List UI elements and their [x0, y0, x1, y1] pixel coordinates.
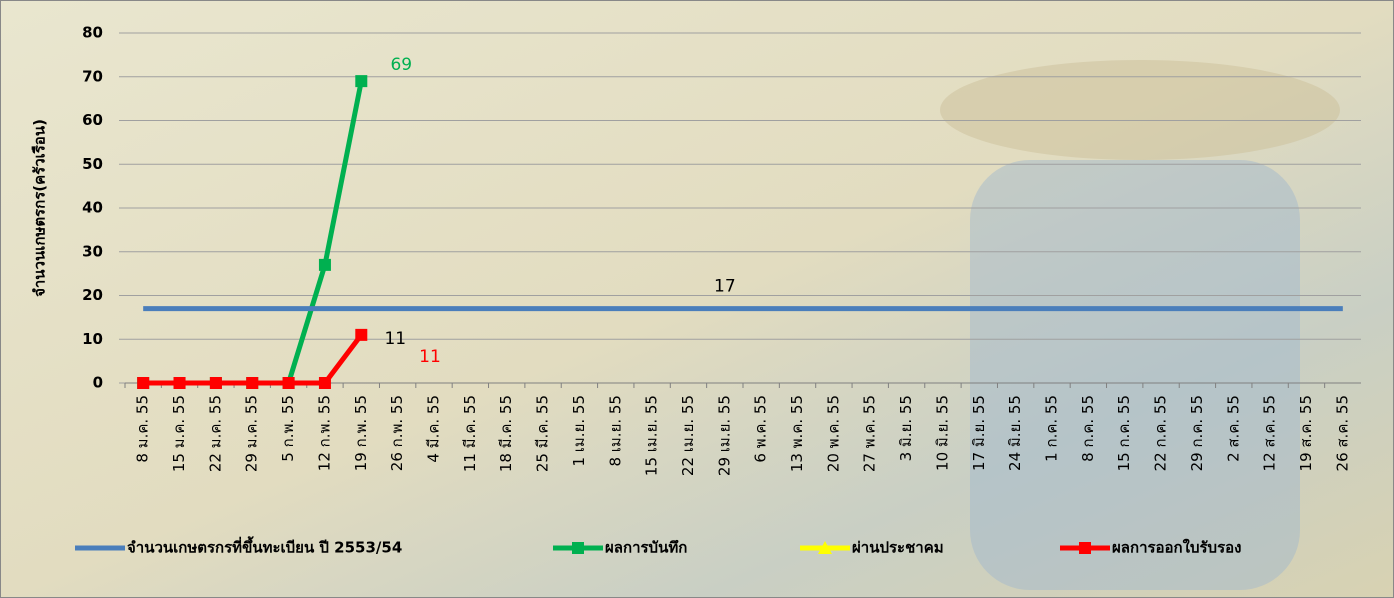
- legend-marker: [572, 542, 584, 554]
- x-tick-label: 8 เม.ย. 55: [606, 395, 624, 467]
- data-label: 69: [390, 55, 412, 75]
- annotation: 11: [419, 347, 441, 367]
- x-tick-label: 15 เม.ย. 55: [643, 395, 661, 476]
- data-point: [209, 377, 222, 389]
- x-tick-label: 3 มิ.ย. 55: [897, 395, 915, 461]
- x-tick-label: 8 ก.ค. 55: [1079, 395, 1097, 462]
- y-tick-label: 60: [82, 111, 103, 129]
- x-tick-label: 1 ก.ค. 55: [1043, 395, 1061, 462]
- x-tick-label: 18 มี.ค. 55: [497, 395, 515, 472]
- y-tick-label: 40: [82, 199, 103, 217]
- x-tick-label: 8 ม.ค. 55: [134, 395, 152, 463]
- x-tick-label: 4 มี.ค. 55: [425, 395, 443, 463]
- x-tick-label: 26 ก.พ. 55: [388, 395, 406, 471]
- x-tick-label: 1 เม.ย. 55: [570, 395, 588, 467]
- x-tick-label: 19 ส.ค. 55: [1297, 395, 1315, 471]
- x-tick-label: 12 ก.พ. 55: [315, 395, 333, 471]
- x-tick-label: 13 พ.ค. 55: [788, 395, 806, 472]
- x-tick-label: 27 พ.ค. 55: [861, 395, 879, 472]
- x-tick-label: 11 มี.ค. 55: [461, 395, 479, 472]
- x-tick-label: 5 ก.พ. 55: [279, 395, 297, 462]
- data-point: [282, 377, 295, 389]
- x-tick-label: 29 เม.ย. 55: [715, 395, 733, 476]
- photo-figure: [970, 160, 1300, 590]
- y-axis-label: จำนวนเกษตรกร(ครัวเรือน): [31, 119, 49, 297]
- x-tick-label: 22 ก.ค. 55: [1152, 395, 1170, 471]
- y-tick-label: 0: [93, 374, 103, 392]
- legend-marker: [1079, 542, 1091, 554]
- y-tick-label: 50: [82, 155, 103, 173]
- data-label: 17: [714, 277, 736, 297]
- data-point: [355, 75, 368, 88]
- legend-label: ผลการบันทึก: [605, 539, 687, 557]
- data-point: [246, 377, 259, 389]
- data-label: 11: [384, 329, 406, 349]
- y-tick-label: 20: [82, 286, 103, 304]
- legend-marker: [818, 541, 832, 554]
- data-point: [173, 377, 186, 389]
- x-tick-label: 12 ส.ค. 55: [1261, 395, 1279, 471]
- x-tick-label: 15 ก.ค. 55: [1115, 395, 1133, 471]
- x-tick-label: 2 ส.ค. 55: [1224, 395, 1242, 462]
- photo-hat: [940, 60, 1340, 160]
- data-point: [137, 377, 150, 389]
- x-tick-label: 29 ม.ค. 55: [243, 395, 261, 472]
- x-tick-label: 19 ก.พ. 55: [352, 395, 370, 471]
- y-tick-label: 80: [82, 24, 103, 42]
- x-tick-label: 25 มี.ค. 55: [534, 395, 552, 472]
- x-tick-label: 26 ส.ค. 55: [1333, 395, 1351, 471]
- x-tick-label: 15 ม.ค. 55: [170, 395, 188, 472]
- data-point: [318, 258, 331, 271]
- y-tick-label: 30: [82, 242, 103, 260]
- data-point: [355, 328, 368, 341]
- legend-label: ผ่านประชาคม: [852, 539, 944, 557]
- x-tick-label: 24 มิ.ย. 55: [1006, 395, 1024, 471]
- y-tick-label: 10: [82, 330, 103, 348]
- x-tick-label: 17 มิ.ย. 55: [970, 395, 988, 471]
- x-tick-label: 20 พ.ค. 55: [824, 395, 842, 472]
- legend-label: ผลการออกใบรับรอง: [1112, 539, 1241, 557]
- x-tick-label: 29 ก.ค. 55: [1188, 395, 1206, 471]
- y-tick-label: 70: [82, 67, 103, 85]
- x-tick-label: 6 พ.ค. 55: [752, 395, 770, 463]
- x-tick-label: 22 เม.ย. 55: [679, 395, 697, 476]
- x-tick-label: 10 มิ.ย. 55: [933, 395, 951, 471]
- data-point: [318, 377, 331, 389]
- legend-label: จำนวนเกษตรกรที่ขึ้นทะเบียน ปี 2553/54: [127, 536, 402, 557]
- x-tick-label: 22 ม.ค. 55: [206, 395, 224, 472]
